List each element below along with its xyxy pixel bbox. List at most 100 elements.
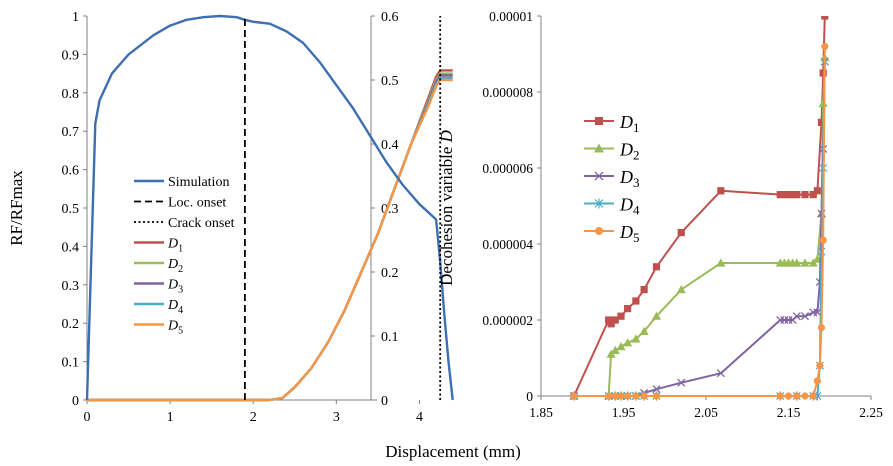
left-legend: Simulation Loc. onset Crack onset D1 D2 D3 D4 D… [134, 175, 235, 337]
right-data-point-d1 [821, 16, 829, 20]
right-data-point-d5 [819, 236, 827, 244]
right-data-point-d5 [776, 392, 784, 400]
right-data-point-d1 [605, 316, 613, 324]
left-y-axis-label: RF/RFmax [7, 170, 26, 246]
left-series-line-d2 [87, 72, 453, 402]
right-legend-label: D2 [619, 140, 640, 163]
right-data-point-d5 [816, 362, 824, 370]
right-x-tick-label: 2.25 [859, 405, 883, 420]
right-data-point-d3 [652, 385, 661, 394]
left-series-line-simulation [85, 14, 454, 401]
right-data-point-d5 [813, 377, 821, 385]
right-y-tick-label: 0.000006 [482, 161, 533, 176]
right-data-point-d2 [716, 258, 726, 267]
right-data-point-d2 [792, 258, 802, 267]
right-data-point-d5 [624, 392, 632, 400]
right-data-point-d5 [817, 324, 826, 332]
x-axis-label: Displacement (mm) [385, 442, 521, 461]
left-legend-label: Simulation [168, 175, 229, 190]
right-data-point-d2 [631, 334, 641, 343]
left-x-tick-label: 4 [416, 410, 423, 425]
right-data-point-d3 [800, 312, 810, 321]
left-legend-label: D1 [167, 237, 183, 255]
right-legend-label: D3 [619, 167, 640, 190]
right-data-point-d1 [617, 312, 625, 320]
right-plot-area [569, 16, 830, 401]
left-x-tick-label: 2 [250, 410, 257, 425]
right-legend-label: D4 [619, 195, 640, 218]
right-y-tick-label: 0.000004 [482, 237, 533, 252]
right-data-point-d5 [570, 392, 578, 400]
left-y-tick-label: 0.1 [62, 356, 80, 371]
right-y-tick-label: 0 [526, 389, 533, 404]
right-legend-marker [595, 117, 603, 125]
right-data-point-d2 [676, 285, 686, 294]
left-y-tick-label: 0.3 [62, 279, 80, 294]
left-series-line-d5 [87, 78, 453, 402]
left-x-tick-label: 1 [167, 410, 174, 425]
left-legend-label: D4 [167, 298, 183, 316]
right-data-point-d3 [792, 312, 801, 321]
right-data-point-d5 [652, 392, 661, 400]
left-secondary-y-tick-label: 0.4 [381, 138, 399, 153]
right-y-tick-label: 0.000008 [482, 85, 533, 100]
right-data-point-d5 [617, 392, 625, 400]
right-series-line-d4 [574, 61, 826, 397]
right-x-tick-label: 1.95 [612, 405, 636, 420]
right-data-point-d1 [793, 191, 801, 199]
right-legend-marker [594, 171, 604, 181]
right-data-point-d1 [784, 191, 793, 199]
right-data-point-d5 [611, 392, 619, 400]
right-data-point-d5 [793, 392, 801, 400]
right-chart: Decohesion variable D 0 0.000002 0.000004 0… [437, 9, 883, 420]
right-x-tick-label: 2.05 [694, 405, 718, 420]
right-data-point-d3 [677, 378, 686, 387]
right-data-point-d2 [651, 311, 662, 320]
right-y-tick-label: 0.00001 [489, 9, 533, 24]
right-y-axis-label: Decohesion variable D [437, 129, 456, 286]
left-secondary-y-tick-label: 0.6 [381, 10, 399, 25]
left-chart: RF/RFmax 00.10.20.30.40.50.60.70.80.9100… [7, 10, 454, 425]
right-data-point-d5 [640, 392, 648, 400]
right-series-line-d1 [573, 16, 826, 397]
right-data-point-d5 [784, 392, 793, 400]
left-y-tick-label: 0.5 [62, 202, 80, 217]
right-data-point-d5 [801, 392, 809, 400]
right-legend-label: D5 [619, 222, 640, 245]
left-legend-label: D3 [167, 278, 183, 296]
left-y-tick-label: 0.8 [62, 87, 80, 102]
right-y-tick-label: 0.000002 [482, 313, 533, 328]
right-series-line-d5 [574, 46, 826, 397]
left-legend-label: Crack onset [168, 216, 235, 231]
right-data-point-d1 [780, 191, 788, 199]
right-data-point-d5 [821, 42, 829, 51]
right-legend-marker [594, 143, 604, 153]
left-series-line-d4 [87, 76, 453, 402]
right-legend-marker [594, 198, 604, 209]
right-legend: D1 D2 D3 D4 D5 [584, 112, 640, 245]
right-series-line-d2 [574, 57, 826, 397]
right-data-point-d5 [632, 392, 640, 400]
right-x-tick-label: 2.15 [777, 405, 801, 420]
right-data-point-d1 [809, 191, 817, 199]
left-y-tick-label: 1 [72, 10, 79, 25]
right-data-point-d1 [677, 229, 685, 237]
left-series-line-d3 [87, 74, 453, 402]
right-data-point-d3 [716, 369, 725, 378]
right-data-point-d1 [789, 191, 797, 199]
right-data-point-d1 [624, 305, 632, 313]
left-y-tick-label: 0 [72, 394, 79, 409]
left-legend-label: D2 [167, 257, 183, 275]
left-y-tick-label: 0.2 [62, 317, 80, 332]
right-data-point-d5 [809, 392, 817, 400]
right-data-point-d2 [610, 345, 620, 354]
right-series-line-d3 [574, 61, 826, 397]
right-data-point-d2 [800, 258, 810, 267]
left-secondary-y-tick-label: 0.2 [381, 266, 399, 281]
right-data-point-d1 [817, 118, 826, 126]
right-x-tick-label: 1.85 [529, 405, 553, 420]
right-data-point-d2 [616, 342, 626, 351]
left-legend-label: Loc. onset [168, 196, 226, 211]
right-data-point-d1 [813, 187, 821, 195]
